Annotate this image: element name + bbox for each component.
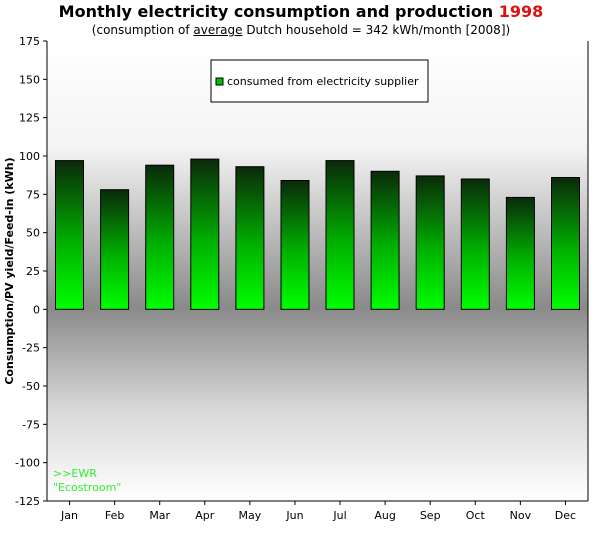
y-ticks-group: 175 150 125 100 75 50 25 0 -25 -50 -75 -100 -125 xyxy=(15,35,47,508)
chart-header: Monthly electricity consumption and prod… xyxy=(0,0,602,38)
bar-mar xyxy=(145,164,175,310)
x-tick-label: Jul xyxy=(332,509,346,522)
x-tick-label: Jan xyxy=(60,509,78,522)
x-tick-label: Apr xyxy=(195,509,215,522)
y-axis-label: Consumption/PV yield/Feed-in (kWh) xyxy=(3,157,16,384)
chart-title-main: Monthly electricity consumption and prod… xyxy=(58,2,494,21)
y-tick-label: 150 xyxy=(19,73,40,86)
y-tick-label: -50 xyxy=(22,380,40,393)
legend-label: consumed from electricity supplier xyxy=(227,75,419,88)
bar-dec xyxy=(551,177,580,310)
x-tick-label: Feb xyxy=(105,509,124,522)
x-tick-label: Dec xyxy=(555,509,576,522)
y-tick-label: 75 xyxy=(26,188,40,201)
note-line-1: >>EWR xyxy=(53,467,97,480)
x-tick-label: Sep xyxy=(420,509,441,522)
bar-apr xyxy=(190,158,220,310)
x-tick-label: Nov xyxy=(510,509,532,522)
y-tick-label: 50 xyxy=(26,227,40,240)
bar-aug xyxy=(370,170,400,310)
bar-oct xyxy=(460,178,490,310)
bar-nov xyxy=(505,196,535,310)
bar-may xyxy=(235,166,265,310)
y-tick-label: 25 xyxy=(26,265,40,278)
y-tick-label: 100 xyxy=(19,150,40,163)
y-tick-label: 175 xyxy=(19,35,40,48)
chart-title-year: 1998 xyxy=(498,2,544,21)
bar-jan xyxy=(55,160,84,310)
legend: consumed from electricity supplier xyxy=(210,59,429,103)
legend-swatch xyxy=(215,77,224,86)
chart-subtitle: (consumption of average Dutch household … xyxy=(0,22,602,38)
bar-jul xyxy=(325,160,355,310)
subtitle-underlined: average xyxy=(193,23,243,37)
bar-sep xyxy=(415,175,445,310)
y-tick-label: 0 xyxy=(33,303,40,316)
x-tick-label: Jun xyxy=(285,509,303,522)
y-tick-label: 125 xyxy=(19,112,40,125)
y-tick-label: -125 xyxy=(15,495,40,508)
note-line-2: "Ecostroom" xyxy=(53,481,121,494)
x-tick-label: May xyxy=(239,509,262,522)
subtitle-pre: (consumption of xyxy=(91,23,194,37)
bar-feb xyxy=(100,189,130,310)
bars-group xyxy=(55,158,580,310)
chart-title: Monthly electricity consumption and prod… xyxy=(0,2,602,22)
x-tick-label: Aug xyxy=(374,509,395,522)
y-tick-label: -100 xyxy=(15,457,40,470)
x-tick-label: Oct xyxy=(466,509,486,522)
bar-jun xyxy=(280,180,310,310)
x-ticks-group: Jan Feb Mar Apr May Jun Jul Aug Sep Oct Nov Dec xyxy=(60,501,576,522)
plot-area xyxy=(47,41,588,501)
x-tick-label: Mar xyxy=(149,509,170,522)
subtitle-post: Dutch household = 342 kWh/month [2008]) xyxy=(242,23,511,37)
y-tick-label: -25 xyxy=(22,342,40,355)
legend-box xyxy=(210,59,429,103)
y-tick-label: -75 xyxy=(22,418,40,431)
